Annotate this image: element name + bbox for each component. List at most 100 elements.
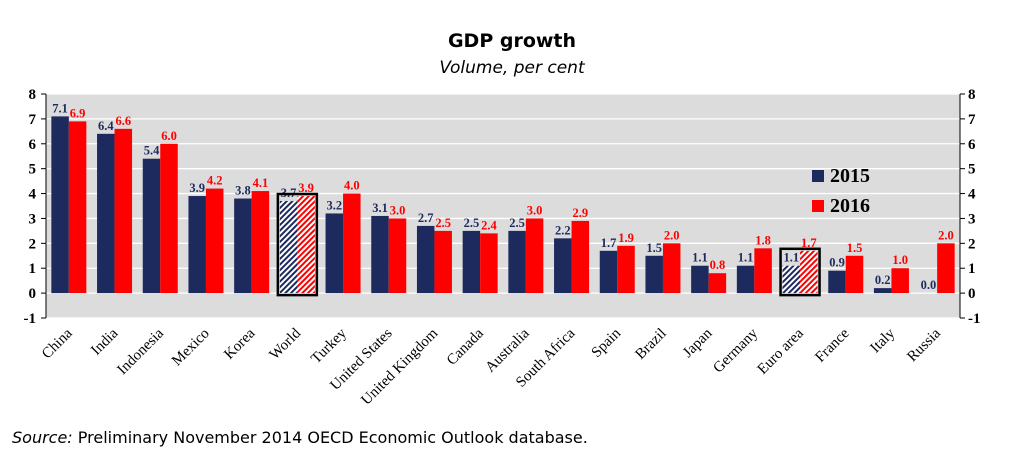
bar-2015-value-label: 2.7 xyxy=(418,211,434,225)
highlight-frame xyxy=(779,247,821,297)
bar-2016 xyxy=(800,250,818,294)
bar-2016 xyxy=(845,255,864,294)
source-label: Source: xyxy=(12,428,73,447)
bar-2016-value-label: 1.0 xyxy=(892,253,908,267)
category-label: Canada xyxy=(444,325,487,368)
y-tick-label-left: 1 xyxy=(29,261,37,277)
bar-2015-value-label: 7.1 xyxy=(52,101,68,115)
y-tick-label-left: 4 xyxy=(29,187,37,203)
y-tick-label-right: -1 xyxy=(968,311,981,327)
bar-2016 xyxy=(571,220,590,294)
legend-label-2016: 2016 xyxy=(830,195,870,217)
source-note: Source: Preliminary November 2014 OECD E… xyxy=(12,428,588,447)
y-tick-label-right: 4 xyxy=(968,187,976,203)
bar-2015-value-label: 1.1 xyxy=(783,251,799,265)
bar-2015 xyxy=(873,288,892,294)
bar-2015 xyxy=(142,158,161,294)
category-label: Indonesia xyxy=(115,325,168,378)
bar-2015 xyxy=(51,116,69,294)
bar-2015-value-label: 3.1 xyxy=(372,201,388,215)
bar-2016-value-label: 4.2 xyxy=(207,174,223,188)
bar-2015 xyxy=(554,238,572,294)
bar-2016-value-label: 4.1 xyxy=(253,176,269,190)
bar-2015-value-label: 6.4 xyxy=(98,119,114,133)
category-label: Japan xyxy=(680,325,716,361)
y-tick-label-right: 5 xyxy=(968,162,976,178)
bar-2015-value-label: 1.5 xyxy=(646,241,662,255)
bar-2015-value-label: 1.1 xyxy=(692,251,708,265)
y-tick-label-right: 3 xyxy=(968,211,976,227)
category-label: Russia xyxy=(904,325,944,365)
legend-swatch-2016 xyxy=(812,200,824,212)
legend-swatch-2015 xyxy=(812,170,824,182)
bar-2016 xyxy=(891,268,909,294)
bar-2016 xyxy=(343,193,361,294)
bar-2015 xyxy=(508,230,526,294)
bar-2015-value-label: 2.5 xyxy=(509,216,525,230)
category-label: Korea xyxy=(221,325,258,362)
bar-2015 xyxy=(691,265,709,294)
y-tick-label-right: 1 xyxy=(968,261,976,277)
bar-2016-value-label: 2.9 xyxy=(572,206,588,220)
bar-2016-value-label: 1.5 xyxy=(847,241,863,255)
bar-2015 xyxy=(736,265,755,294)
y-tick-label-left: 7 xyxy=(29,112,37,128)
bar-2015-value-label: 0.0 xyxy=(921,278,937,292)
bar-2016-value-label: 2.4 xyxy=(481,218,497,232)
bar-2016-value-label: 1.9 xyxy=(618,231,634,245)
category-label: China xyxy=(39,325,76,362)
bar-2016 xyxy=(205,188,224,294)
bar-2016-value-label: 6.0 xyxy=(161,129,177,143)
bar-2016 xyxy=(708,273,727,294)
bar-2015-value-label: 5.4 xyxy=(144,144,160,158)
category-label: Euro area xyxy=(755,325,807,377)
y-tick-label-right: 0 xyxy=(968,286,976,302)
bar-2015 xyxy=(234,198,252,294)
category-label: Spain xyxy=(589,325,625,361)
bar-2016-value-label: 0.8 xyxy=(710,258,726,272)
legend-label-2015: 2015 xyxy=(830,165,870,187)
chart-title: GDP growth xyxy=(447,30,577,52)
category-label: Italy xyxy=(868,325,899,356)
bar-2015 xyxy=(645,255,663,294)
bar-2016-value-label: 1.7 xyxy=(801,236,817,250)
bar-2016-value-label: 4.0 xyxy=(344,179,360,193)
bar-2015 xyxy=(97,133,115,294)
bar-2015-value-label: 3.2 xyxy=(326,198,342,212)
y-tick-label-left: 6 xyxy=(29,137,37,153)
category-label: Mexico xyxy=(169,326,213,370)
bar-2016 xyxy=(937,243,955,294)
bar-2016 xyxy=(525,218,544,294)
bar-2016-value-label: 2.5 xyxy=(435,216,451,230)
category-label: Brazil xyxy=(633,326,670,363)
category-label: Turkey xyxy=(308,325,350,367)
bar-2015 xyxy=(416,225,435,294)
bar-2015 xyxy=(279,201,298,294)
y-tick-label-left: 2 xyxy=(29,236,37,252)
bar-2016 xyxy=(480,233,498,294)
y-tick-label-left: 8 xyxy=(29,87,37,103)
y-tick-label-right: 7 xyxy=(968,112,976,128)
bar-2016 xyxy=(68,121,87,294)
bar-2016 xyxy=(754,248,772,294)
bar-2016-value-label: 6.6 xyxy=(115,114,131,128)
bar-2015-value-label: 1.7 xyxy=(601,236,617,250)
bar-2015-value-label: 3.8 xyxy=(235,184,251,198)
bar-2015 xyxy=(782,265,801,294)
y-tick-label-left: -1 xyxy=(24,311,37,327)
bar-2016-value-label: 2.0 xyxy=(938,228,954,242)
bar-2016-value-label: 1.8 xyxy=(755,233,771,247)
bar-2016 xyxy=(434,230,452,294)
bar-2016 xyxy=(114,128,133,294)
source-text: Preliminary November 2014 OECD Economic … xyxy=(72,428,588,447)
bar-2016-value-label: 3.0 xyxy=(390,203,406,217)
category-label: France xyxy=(812,325,852,365)
y-tick-label-right: 8 xyxy=(968,87,976,103)
bar-2015-value-label: 0.9 xyxy=(829,256,845,270)
bar-2016 xyxy=(617,245,635,294)
bar-2016 xyxy=(297,196,315,294)
category-label: India xyxy=(88,325,121,358)
y-tick-label-left: 5 xyxy=(29,162,37,178)
bar-2016-value-label: 2.0 xyxy=(664,228,680,242)
